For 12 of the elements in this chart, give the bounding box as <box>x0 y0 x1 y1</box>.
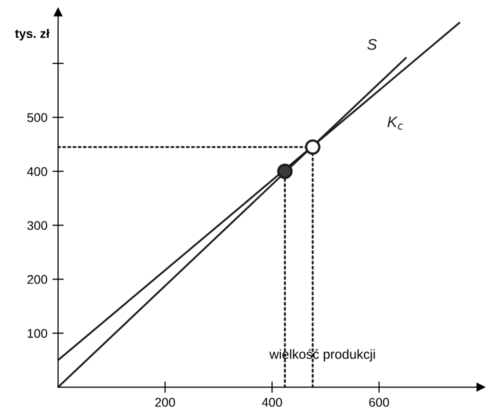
y-tick-label: 300 <box>27 221 48 230</box>
x-tick-label: 400 <box>262 398 282 407</box>
y-tick-label: 400 <box>27 167 48 176</box>
x-axis-title: wielkość produkcji <box>269 349 375 362</box>
y-tick-label: 200 <box>27 275 48 284</box>
series-label: K$_{c}$ <box>388 116 404 130</box>
series-label: S <box>367 39 377 50</box>
x-tick-label: 600 <box>369 398 389 407</box>
x-tick-label: 200 <box>155 398 175 407</box>
y-tick-label: 100 <box>28 329 48 338</box>
y-tick-label: 500 <box>27 113 48 122</box>
y-axis-title: tys. zł <box>15 28 50 40</box>
